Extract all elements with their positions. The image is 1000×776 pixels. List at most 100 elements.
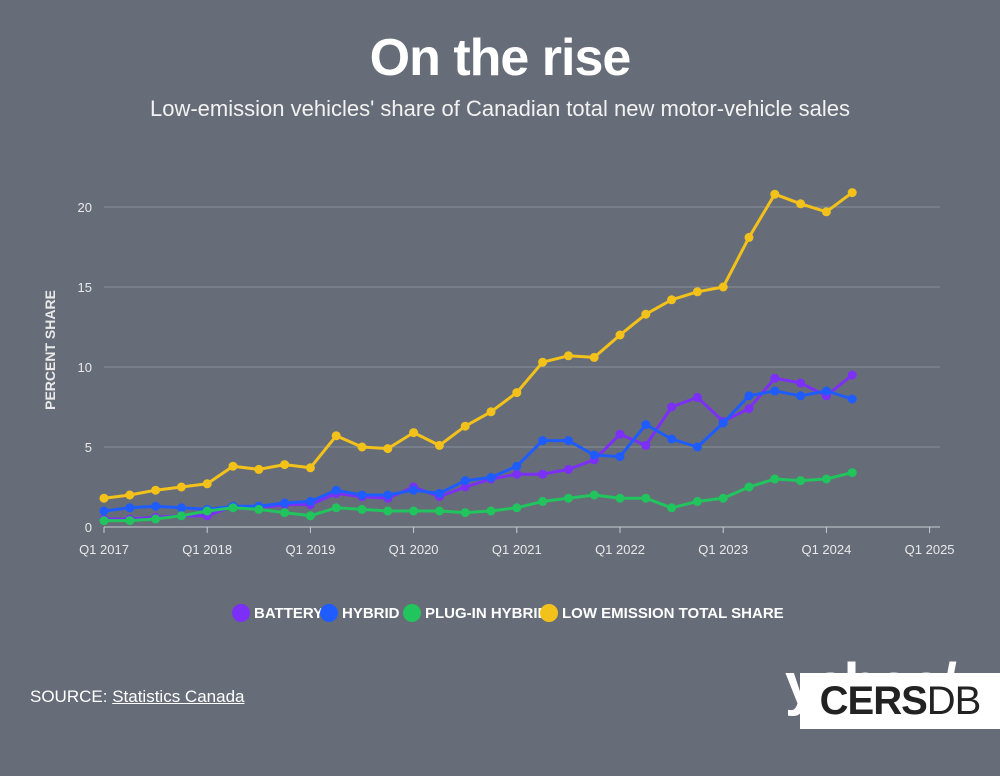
x-tick-label: Q1 2019 (285, 542, 335, 557)
data-point (770, 189, 780, 199)
data-point (589, 490, 599, 500)
data-point (460, 482, 470, 492)
data-point (538, 496, 548, 506)
data-point (176, 511, 186, 521)
data-point (305, 496, 315, 506)
legend-label: BATTERY (254, 605, 323, 622)
data-point (796, 391, 806, 401)
data-point (770, 386, 780, 396)
data-point (512, 461, 522, 471)
legend-label: LOW EMISSION TOTAL SHARE (562, 605, 784, 622)
data-point (331, 431, 341, 441)
legend-label: PLUG-IN HYBRID (425, 605, 549, 622)
data-point (486, 506, 496, 516)
x-tick-label: Q1 2023 (698, 542, 748, 557)
data-point (434, 488, 444, 498)
data-point (280, 460, 290, 470)
legend-swatch (540, 604, 558, 622)
data-point (744, 404, 754, 414)
data-point (486, 472, 496, 482)
data-point (563, 493, 573, 503)
data-point (99, 506, 109, 516)
legend-item: PLUG-IN HYBRID (403, 604, 549, 622)
data-point (357, 504, 367, 514)
data-point (125, 503, 135, 513)
data-point (228, 503, 238, 513)
data-point (563, 436, 573, 446)
data-point (331, 485, 341, 495)
data-point (357, 490, 367, 500)
data-point (667, 434, 677, 444)
series-plug-in-hybrid (99, 468, 857, 526)
data-point (770, 373, 780, 383)
data-point (718, 418, 728, 428)
y-axis-label: PERCENT SHARE (42, 290, 58, 410)
data-point (847, 394, 857, 404)
data-point (796, 199, 806, 209)
data-point (847, 468, 857, 478)
series-group (99, 188, 857, 526)
data-point (821, 207, 831, 217)
data-point (641, 493, 651, 503)
data-point (667, 503, 677, 513)
chart-subtitle: Low-emission vehicles' share of Canadian… (150, 96, 850, 121)
data-point (538, 469, 548, 479)
data-point (176, 503, 186, 513)
data-point (615, 429, 625, 439)
source-prefix: SOURCE: (30, 687, 113, 706)
data-point (692, 392, 702, 402)
data-point (202, 479, 212, 489)
data-point (718, 493, 728, 503)
data-point (667, 402, 677, 412)
data-point (512, 503, 522, 513)
data-point (692, 287, 702, 297)
legend-label: HYBRID (342, 605, 400, 622)
y-tick-label: 15 (78, 280, 92, 295)
data-point (331, 503, 341, 513)
data-point (538, 357, 548, 367)
data-point (512, 388, 522, 398)
data-point (512, 469, 522, 479)
data-point (770, 474, 780, 484)
data-point (151, 501, 161, 511)
legend-swatch (403, 604, 421, 622)
x-tick-label: Q1 2018 (182, 542, 232, 557)
data-point (409, 428, 419, 438)
data-point (718, 282, 728, 292)
data-point (744, 482, 754, 492)
series-line (103, 191, 854, 500)
data-point (460, 508, 470, 518)
data-point (796, 476, 806, 486)
data-point (125, 516, 135, 526)
y-tick-label: 5 (85, 440, 92, 455)
data-point (692, 442, 702, 452)
x-tick-label: Q1 2024 (801, 542, 851, 557)
x-tick-label: Q1 2017 (79, 542, 129, 557)
data-point (434, 506, 444, 516)
series-hybrid (99, 386, 857, 516)
data-point (460, 421, 470, 431)
x-tick-label: Q1 2021 (492, 542, 542, 557)
data-point (383, 490, 393, 500)
data-point (280, 508, 290, 518)
data-point (305, 511, 315, 521)
data-point (847, 188, 857, 198)
chart-title: On the rise (369, 29, 632, 87)
y-tick-label: 0 (85, 520, 92, 535)
data-point (615, 452, 625, 462)
legend: BATTERY HYBRID PLUG-IN HYBRID LOW EMISSION … (232, 604, 784, 622)
legend-item: LOW EMISSION TOTAL SHARE (540, 604, 784, 622)
y-axis-ticks: 0 5 10 15 20 (78, 200, 92, 535)
data-point (357, 442, 367, 452)
data-point (460, 476, 470, 486)
data-point (151, 514, 161, 524)
source-link[interactable]: Statistics Canada (112, 687, 245, 706)
x-tick-label: Q1 2025 (905, 542, 955, 557)
data-point (796, 378, 806, 388)
series-low-emission-total-share (99, 188, 857, 503)
data-point (202, 506, 212, 516)
y-tick-label: 10 (78, 360, 92, 375)
data-point (228, 461, 238, 471)
data-point (125, 490, 135, 500)
x-tick-label: Q1 2022 (595, 542, 645, 557)
